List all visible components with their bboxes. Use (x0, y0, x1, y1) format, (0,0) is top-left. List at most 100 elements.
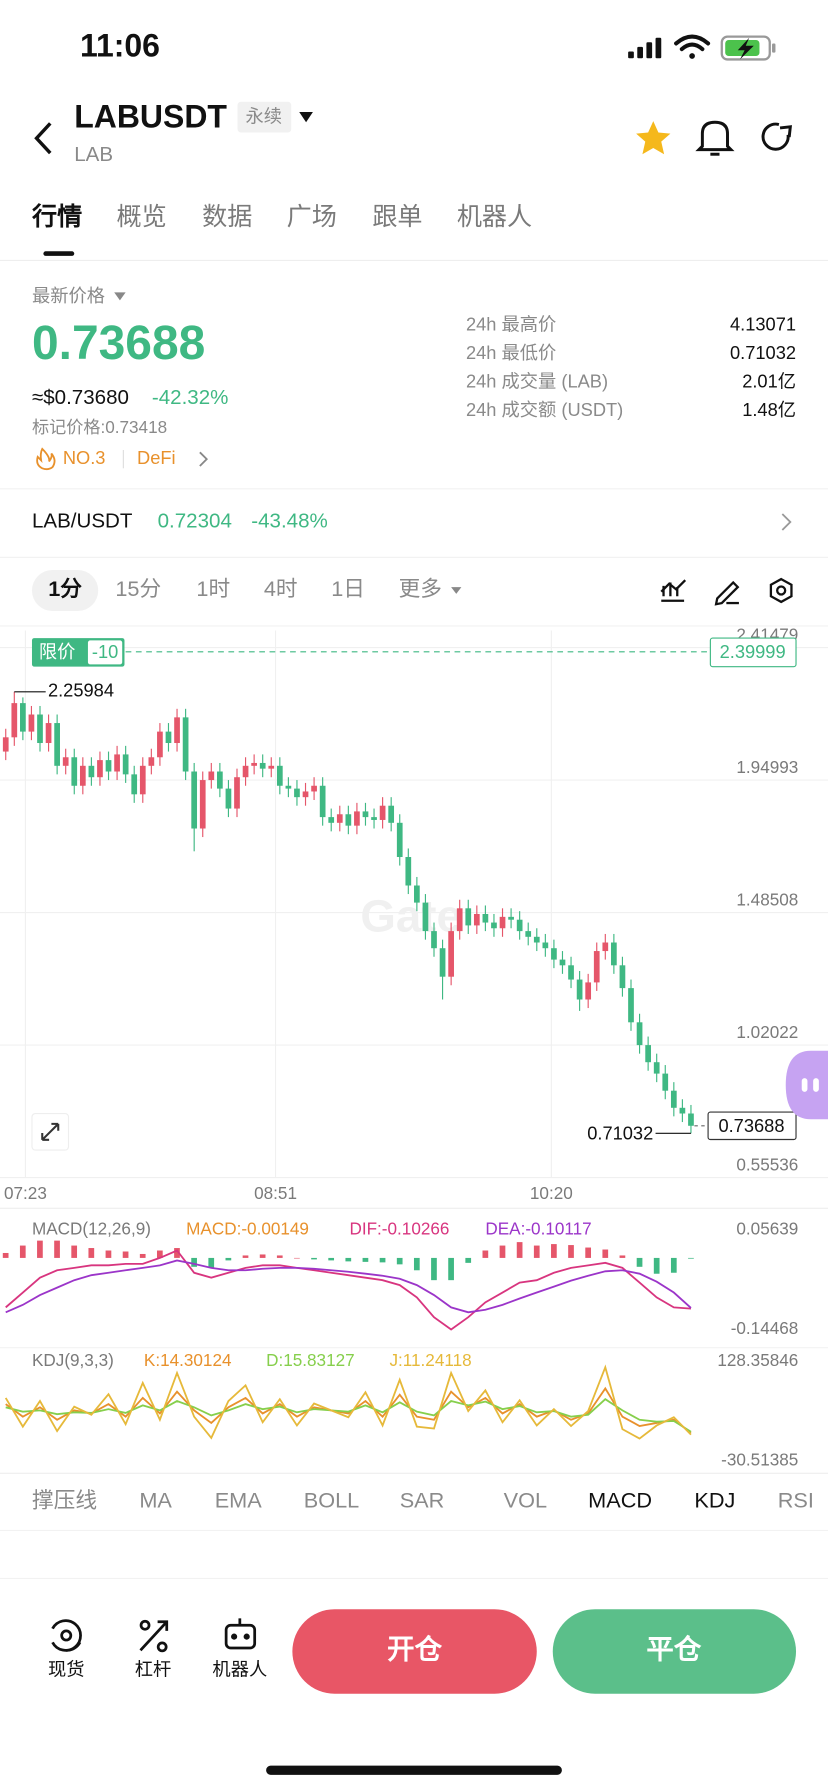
interval[interactable]: 1分 (48, 576, 82, 601)
candle-body (568, 965, 574, 980)
dropdown-arrow[interactable] (451, 587, 462, 594)
spot-pair[interactable]: LAB/USDT (32, 509, 133, 532)
status-time: 11:06 (80, 27, 160, 63)
dropdown-arrow[interactable] (299, 111, 313, 123)
candle-body (311, 785, 317, 792)
y-tick-label: 128.35846 (717, 1350, 798, 1370)
nav-label[interactable]: 杠杆 (135, 1659, 172, 1680)
macd-bar (174, 1248, 180, 1258)
macd-bar (551, 1244, 557, 1258)
chevron (199, 451, 209, 467)
price-change: -42.32% (152, 386, 229, 409)
expand-button[interactable] (31, 1112, 70, 1151)
candle-body (645, 1045, 651, 1063)
close-button[interactable] (552, 1609, 797, 1694)
indicator-icon[interactable] (660, 579, 687, 602)
candle-body (157, 731, 163, 758)
macd-bar (2, 1252, 9, 1258)
candle-body (208, 771, 215, 781)
candle-body (619, 965, 626, 989)
candle-body (559, 959, 566, 966)
candle-body (551, 948, 557, 960)
indicator-tab[interactable]: SAR (400, 1488, 445, 1513)
macd-bar (242, 1255, 249, 1258)
bot-icon[interactable] (224, 1618, 257, 1650)
tab[interactable]: 机器人 (457, 203, 532, 231)
nav-label[interactable]: 机器人 (212, 1659, 267, 1680)
interval[interactable]: 更多 (399, 576, 442, 601)
candle-body (28, 714, 35, 732)
base-asset: LAB (74, 143, 113, 166)
tab[interactable]: 概览 (116, 203, 166, 231)
marks-layer (2, 691, 694, 1440)
draw-icon[interactable] (714, 580, 740, 606)
candle-body (319, 785, 326, 818)
macd-bar (688, 1257, 694, 1259)
share-icon[interactable] (761, 122, 792, 151)
indicator-tab[interactable]: RSI (778, 1488, 814, 1513)
candle-body (688, 1113, 694, 1126)
spot-icon[interactable] (51, 1619, 82, 1652)
close-button-label[interactable]: 平仓 (646, 1634, 701, 1665)
macd-bar (499, 1245, 506, 1258)
candle-body (345, 814, 352, 826)
rank[interactable]: NO.3 (63, 447, 106, 468)
indicator-tab[interactable]: MACD (588, 1488, 652, 1513)
interval[interactable]: 4时 (264, 576, 298, 601)
usd-price: ≈$0.73680 (32, 386, 129, 409)
indicator-tab[interactable]: BOLL (304, 1488, 359, 1513)
sector[interactable]: DeFi (137, 447, 176, 468)
candle-body (225, 788, 232, 809)
watermark: Gate (360, 890, 462, 941)
interval[interactable]: 1时 (196, 576, 230, 601)
favorite-star[interactable] (636, 121, 671, 155)
grid-layer: 2.414791.949931.485081.020220.5553607:23… (0, 625, 828, 1469)
open-button-label[interactable]: 开仓 (387, 1634, 442, 1665)
candle-body (131, 774, 138, 795)
nav-label[interactable]: 现货 (48, 1659, 85, 1680)
candle-body (174, 717, 180, 744)
settings-icon[interactable] (769, 577, 793, 604)
legend-entry: J:11.24118 (389, 1350, 471, 1370)
indicator-tab[interactable]: VOL (504, 1488, 547, 1513)
tab[interactable]: 广场 (287, 203, 337, 231)
indicator-tab[interactable]: MA (139, 1488, 172, 1513)
dropdown-arrow[interactable] (114, 292, 126, 301)
open-button[interactable] (292, 1609, 537, 1694)
macd-bar (54, 1240, 60, 1258)
macd-bar (88, 1248, 95, 1258)
tab[interactable]: 行情 (31, 203, 82, 231)
candle-body (302, 791, 309, 798)
indicator-tab[interactable]: 撑压线 (32, 1488, 97, 1513)
leverage-icon[interactable] (139, 1619, 169, 1653)
macd-bar (19, 1245, 26, 1258)
interval[interactable]: 15分 (115, 576, 161, 601)
chevron[interactable] (781, 513, 792, 531)
home-indicator (266, 1765, 562, 1775)
limit-order-price-box (709, 637, 797, 668)
bell-icon[interactable] (695, 120, 735, 156)
macd-bar (396, 1257, 403, 1265)
price-label: 最新价格 (32, 285, 105, 306)
macd-bar (139, 1253, 146, 1258)
candle-body (20, 703, 26, 732)
back-button[interactable] (34, 122, 52, 155)
interval[interactable]: 1日 (331, 576, 365, 601)
tab[interactable]: 数据 (202, 203, 252, 231)
assistant-bubble[interactable] (785, 1050, 828, 1120)
candle-body (482, 914, 489, 923)
symbol: LABUSDT (74, 98, 227, 134)
indicator-tab[interactable]: EMA (215, 1488, 263, 1513)
macd-bar (568, 1245, 574, 1258)
candle-body (191, 771, 198, 829)
candle-body (636, 1022, 643, 1046)
tab[interactable]: 跟单 (372, 203, 422, 231)
candle-body (448, 931, 454, 977)
candle-body (525, 931, 532, 937)
candle-body (576, 979, 583, 1000)
overlay-layer: 2.25984 0.71032 0.73688 限价 -10 2.39999 MACD(12… (14, 637, 797, 1370)
indicator-tab[interactable]: KDJ (694, 1488, 735, 1513)
stat-label: 24h 成交量 (LAB) (466, 370, 608, 391)
macd-bar (533, 1245, 540, 1258)
candle-body (593, 951, 600, 983)
